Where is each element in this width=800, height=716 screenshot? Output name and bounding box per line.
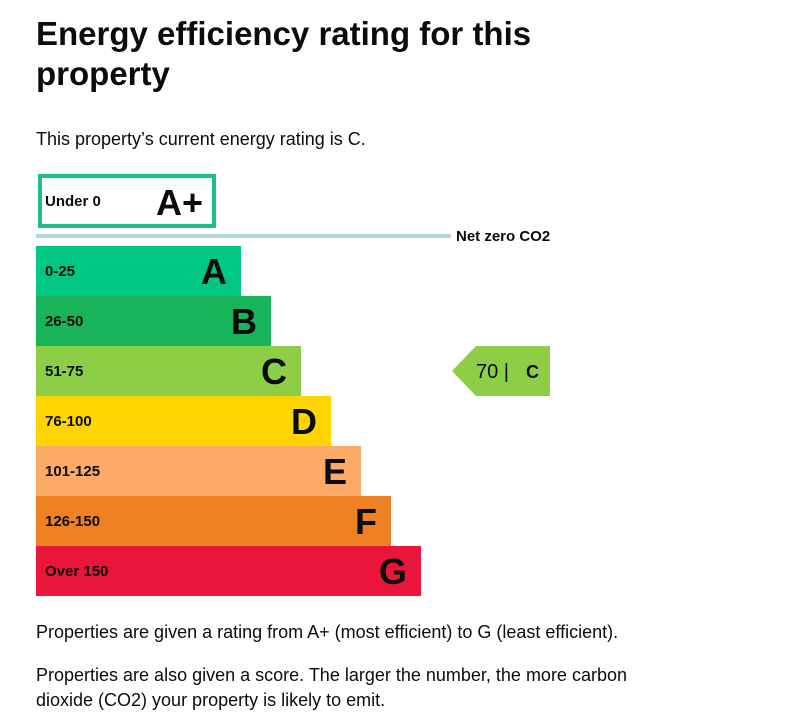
band-a-range: 0-25 [45, 263, 75, 280]
page-title: Energy efficiency rating for this proper… [36, 15, 532, 92]
band-b-range: 26-50 [45, 313, 83, 330]
band-e-bar [36, 446, 361, 496]
band-g-bar [36, 546, 421, 596]
band-d-letter: D [291, 401, 317, 442]
current-score: 70 | [476, 361, 509, 383]
net-zero-line [36, 234, 451, 238]
band-c-range: 51-75 [45, 363, 83, 380]
band-g-letter: G [379, 551, 407, 592]
band-e-letter: E [323, 451, 347, 492]
band-d-bar [36, 396, 331, 446]
band-b-letter: B [231, 301, 257, 342]
band-f-range: 126-150 [45, 513, 100, 530]
band-e-range: 101-125 [45, 463, 100, 480]
band-c-bar [36, 346, 301, 396]
band-aplus-range: Under 0 [45, 193, 101, 210]
net-zero-label: Net zero CO2 [456, 228, 550, 245]
band-aplus-letter: A+ [156, 182, 203, 223]
current-rating-text: This property’s current energy rating is… [36, 129, 366, 149]
band-a-letter: A [201, 251, 227, 292]
band-g-range: Over 150 [45, 563, 108, 580]
band-aplus-bar [38, 174, 216, 228]
band-c-letter: C [261, 351, 287, 392]
band-b-bar [36, 296, 271, 346]
current-rating-pointer [452, 346, 550, 396]
band-f-letter: F [355, 501, 377, 542]
band-f-bar [36, 496, 391, 546]
band-a-bar [36, 246, 241, 296]
rating-explanation: Properties are given a rating from A+ (m… [36, 622, 619, 642]
score-explanation: Properties are also given a score. The l… [36, 665, 627, 710]
band-d-range: 76-100 [45, 413, 92, 430]
current-rating-letter: C [526, 362, 539, 382]
